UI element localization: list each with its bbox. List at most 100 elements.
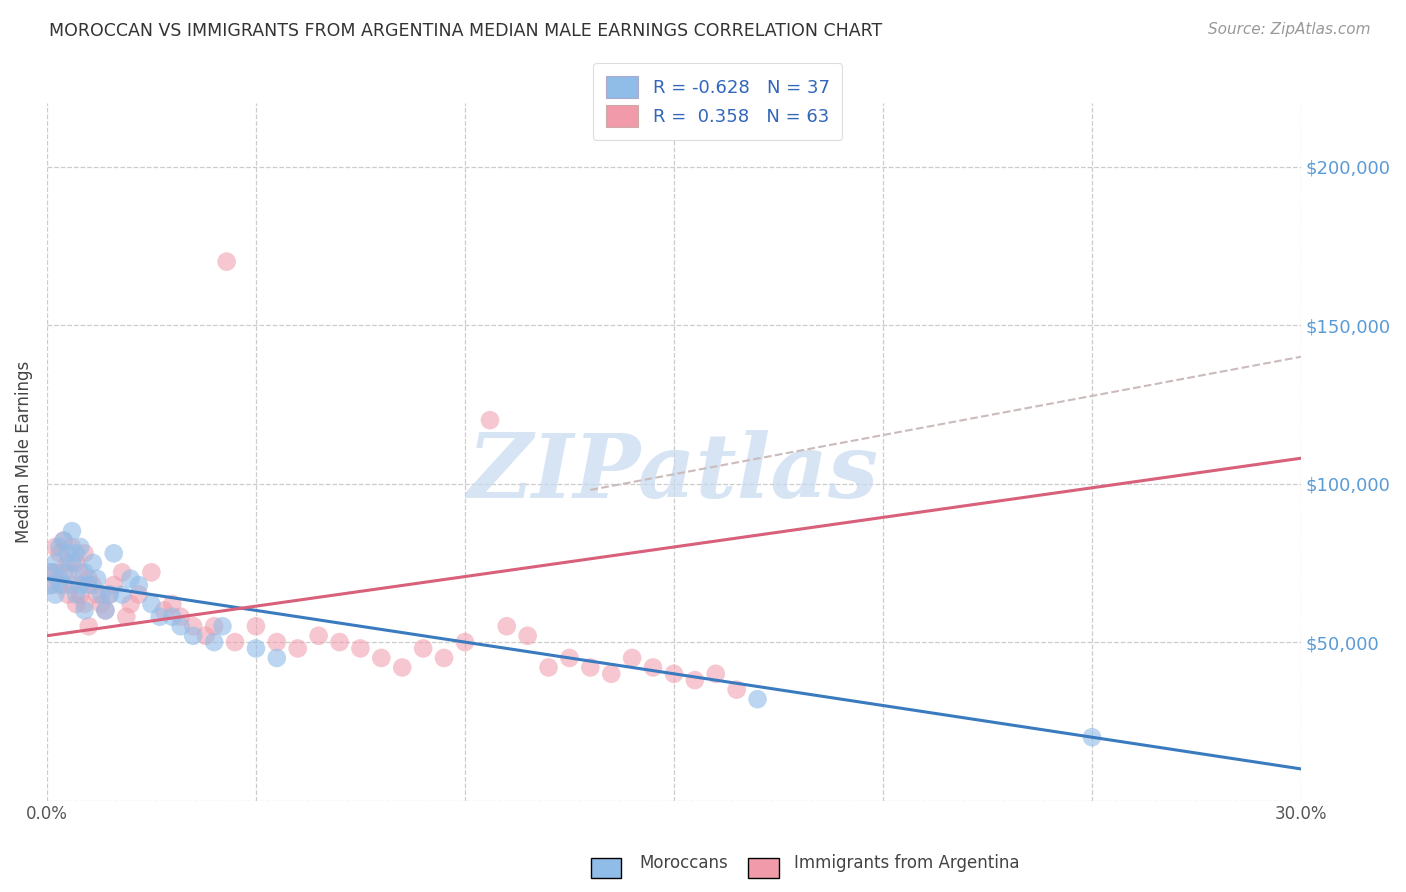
Point bbox=[128, 588, 150, 602]
Point bbox=[349, 641, 371, 656]
Point bbox=[86, 588, 108, 602]
Point bbox=[621, 651, 644, 665]
Point bbox=[48, 572, 70, 586]
Point bbox=[162, 609, 184, 624]
Point bbox=[65, 556, 87, 570]
Point bbox=[537, 660, 560, 674]
Point bbox=[600, 666, 623, 681]
Point bbox=[69, 578, 91, 592]
Point bbox=[141, 597, 163, 611]
Point bbox=[86, 572, 108, 586]
Point bbox=[77, 572, 100, 586]
Point bbox=[704, 666, 727, 681]
Point bbox=[39, 566, 62, 580]
Point bbox=[412, 641, 434, 656]
Point bbox=[370, 651, 392, 665]
Point bbox=[111, 566, 134, 580]
Point bbox=[73, 603, 96, 617]
Point bbox=[479, 413, 502, 427]
Point bbox=[56, 566, 79, 580]
Text: MOROCCAN VS IMMIGRANTS FROM ARGENTINA MEDIAN MALE EARNINGS CORRELATION CHART: MOROCCAN VS IMMIGRANTS FROM ARGENTINA ME… bbox=[49, 22, 883, 40]
Point bbox=[120, 597, 142, 611]
Point bbox=[202, 635, 225, 649]
Point bbox=[558, 651, 581, 665]
Point bbox=[516, 629, 538, 643]
Point bbox=[94, 603, 117, 617]
Point bbox=[111, 588, 134, 602]
Point bbox=[224, 635, 246, 649]
Point bbox=[69, 540, 91, 554]
Point bbox=[120, 572, 142, 586]
Text: Immigrants from Argentina: Immigrants from Argentina bbox=[794, 855, 1019, 872]
Point bbox=[245, 619, 267, 633]
Point bbox=[69, 588, 91, 602]
Point bbox=[60, 556, 83, 570]
Point bbox=[39, 578, 62, 592]
Point bbox=[48, 546, 70, 560]
Point bbox=[77, 578, 100, 592]
Point bbox=[194, 629, 217, 643]
Point bbox=[69, 566, 91, 580]
Point bbox=[202, 619, 225, 633]
Point bbox=[433, 651, 456, 665]
Point bbox=[52, 533, 75, 548]
Point bbox=[579, 660, 602, 674]
Point bbox=[287, 641, 309, 656]
Point bbox=[60, 540, 83, 554]
Point bbox=[245, 641, 267, 656]
Point bbox=[73, 546, 96, 560]
Point bbox=[169, 609, 191, 624]
Point bbox=[56, 546, 79, 560]
Point bbox=[215, 254, 238, 268]
Point bbox=[181, 619, 204, 633]
Point bbox=[90, 597, 112, 611]
Point bbox=[103, 546, 125, 560]
Point bbox=[44, 556, 66, 570]
Point bbox=[48, 540, 70, 554]
Point bbox=[65, 588, 87, 602]
Point bbox=[181, 629, 204, 643]
Point bbox=[44, 588, 66, 602]
Point bbox=[328, 635, 350, 649]
Point bbox=[73, 566, 96, 580]
Point bbox=[52, 533, 75, 548]
Point bbox=[65, 546, 87, 560]
Point bbox=[725, 682, 748, 697]
Point bbox=[308, 629, 330, 643]
Point bbox=[56, 588, 79, 602]
Point bbox=[128, 578, 150, 592]
Legend: R = -0.628   N = 37, R =  0.358   N = 63: R = -0.628 N = 37, R = 0.358 N = 63 bbox=[593, 63, 842, 140]
Point bbox=[44, 540, 66, 554]
Point bbox=[39, 578, 62, 592]
Point bbox=[60, 578, 83, 592]
Point bbox=[391, 660, 413, 674]
Point bbox=[153, 603, 176, 617]
Point bbox=[65, 597, 87, 611]
Point bbox=[1081, 730, 1104, 744]
Point bbox=[82, 556, 104, 570]
Point bbox=[266, 635, 288, 649]
Point bbox=[641, 660, 664, 674]
Point bbox=[48, 578, 70, 592]
Text: Source: ZipAtlas.com: Source: ZipAtlas.com bbox=[1208, 22, 1371, 37]
Point bbox=[98, 588, 121, 602]
Point bbox=[60, 524, 83, 538]
Point bbox=[44, 566, 66, 580]
Point bbox=[52, 578, 75, 592]
Point bbox=[495, 619, 517, 633]
Point bbox=[149, 609, 172, 624]
Point bbox=[211, 619, 233, 633]
Point bbox=[82, 578, 104, 592]
Point bbox=[94, 603, 117, 617]
Point bbox=[98, 588, 121, 602]
Y-axis label: Median Male Earnings: Median Male Earnings bbox=[15, 360, 32, 543]
Point bbox=[73, 597, 96, 611]
Point bbox=[115, 609, 138, 624]
Point bbox=[683, 673, 706, 687]
Point bbox=[39, 566, 62, 580]
Point bbox=[747, 692, 769, 706]
Point bbox=[162, 597, 184, 611]
Text: ZIPatlas: ZIPatlas bbox=[468, 430, 879, 516]
Point bbox=[77, 619, 100, 633]
Point bbox=[662, 666, 685, 681]
